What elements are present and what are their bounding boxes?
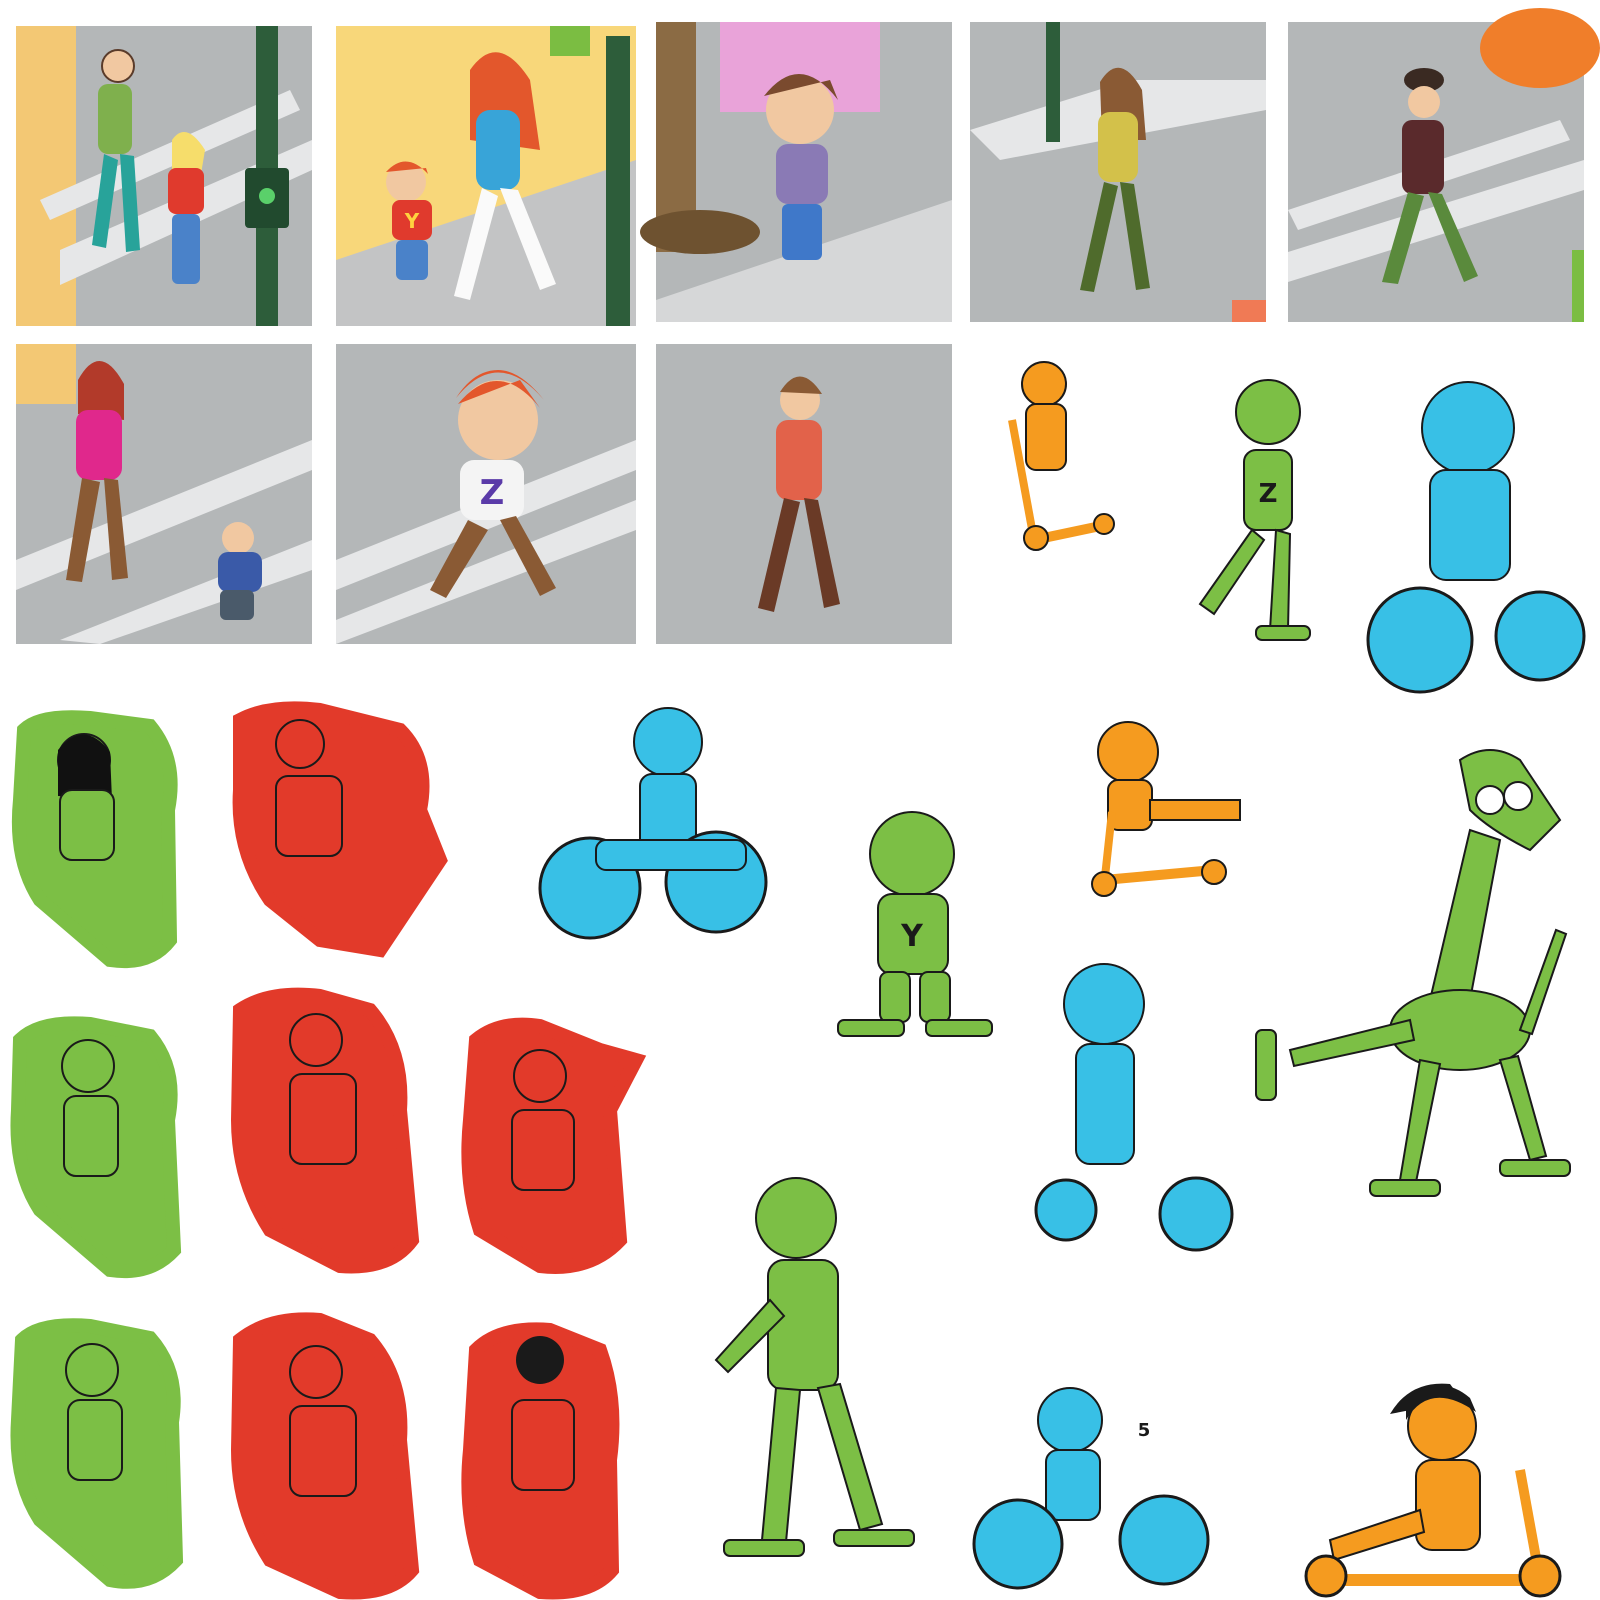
scene-tile <box>16 26 312 326</box>
shirt-letter-y: Y <box>404 209 420 233</box>
cutout-skater-green: Z <box>1198 379 1311 641</box>
scene-grid: Y <box>16 8 1600 644</box>
cutout-scooter-orange <box>1008 361 1115 551</box>
scene-tile: Y <box>336 26 636 326</box>
scene-tile <box>656 344 952 644</box>
cutout-scooter-orange-small <box>1091 721 1241 897</box>
scene-tile <box>1288 8 1600 322</box>
shirt-letter-y-skater: Y <box>900 919 924 954</box>
cutout-tricycle-blue <box>1034 963 1234 1252</box>
scene-tile <box>16 344 312 644</box>
cutout-bike-blue-middle <box>538 707 768 940</box>
cutout-giraffe-skating <box>1255 749 1571 1197</box>
scene-tile: Z <box>336 344 636 644</box>
cutout-skater-green-y: Y <box>837 811 993 1037</box>
scene-tile <box>970 22 1266 322</box>
scene-tile <box>640 22 952 322</box>
carseat-stickers-green <box>10 710 184 1589</box>
shirt-letter-z: Z <box>480 473 505 513</box>
cutout-scooter-orange-girl <box>1304 1383 1562 1598</box>
shirt-letter-z-skater: Z <box>1259 479 1278 509</box>
cutout-skater-green-tall <box>714 1177 915 1557</box>
carseat-stickers-red <box>230 701 647 1600</box>
cutout-bike-blue <box>1366 381 1586 694</box>
bike-number-label: 5 <box>1138 1420 1151 1441</box>
cutout-bike-blue-girl: 5 <box>972 1387 1210 1590</box>
